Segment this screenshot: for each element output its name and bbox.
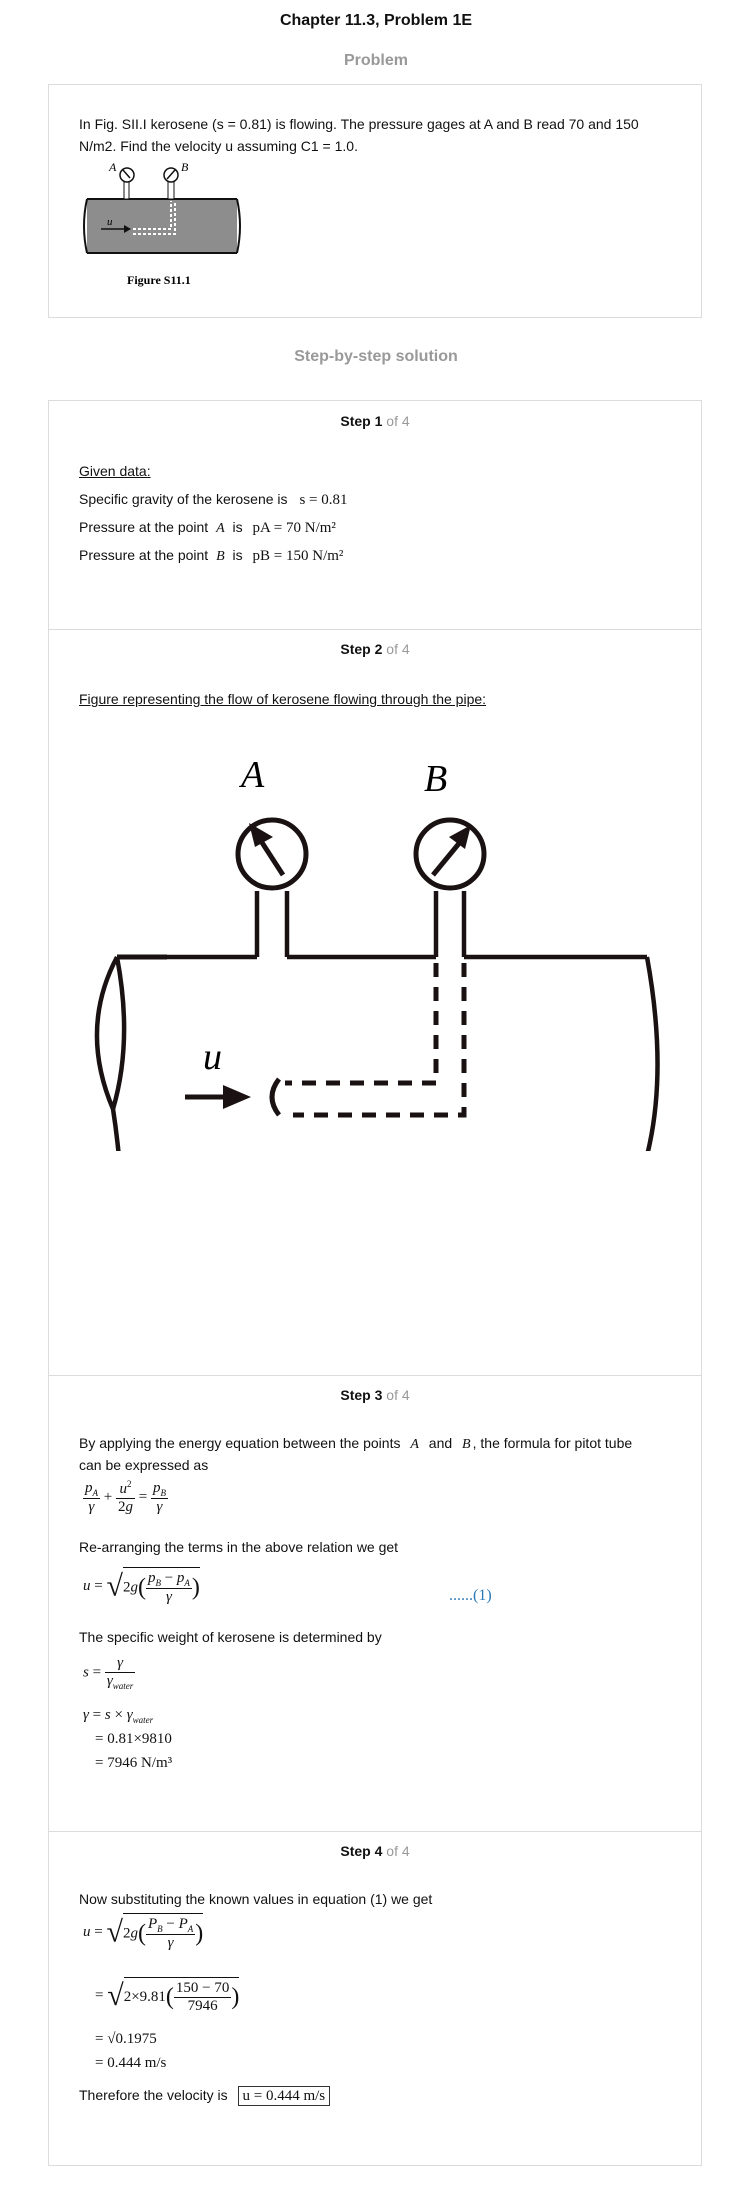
- problem-figure-label-u: u: [107, 216, 113, 228]
- solution-heading: Step-by-step solution: [294, 348, 458, 365]
- step-divider: [49, 1831, 701, 1832]
- step-divider: [49, 1375, 701, 1376]
- chapter-title: Chapter 11.3, Problem 1E: [279, 12, 473, 29]
- flow-arrow: [185, 1085, 251, 1109]
- diagram-label-b: B: [424, 758, 447, 800]
- therefore-text: Therefore the velocity is: [79, 2087, 228, 2103]
- step-3-heading: Step 3 of 4: [49, 1387, 701, 1403]
- problem-text: In Fig. SII.I kerosene (s = 0.81) is flo…: [79, 116, 639, 154]
- is-word: is: [232, 519, 243, 535]
- specific-weight-formula: γ = s × γwater: [83, 1707, 154, 1725]
- step-number: 3: [374, 1387, 383, 1403]
- step-number: 4: [374, 1843, 383, 1859]
- specific-gravity-formula: s = γ γwater: [83, 1655, 136, 1691]
- velocity-formula-symbolic: u = √2g(PB − PA γ): [83, 1913, 204, 1952]
- intro-text-a: By applying the energy equation between …: [79, 1435, 401, 1451]
- intro-text-b: , the formula for pitot tube: [472, 1435, 633, 1451]
- specific-gravity-value: s = 0.81: [299, 492, 348, 508]
- specific-weight-result: = 7946 N/m³: [95, 1755, 173, 1771]
- step-of-total: of 4: [386, 1843, 410, 1859]
- step-4-heading: Step 4 of 4: [49, 1843, 701, 1859]
- problem-figure-label-a: A: [108, 161, 117, 174]
- solution-card: Step 1 of 4 Given data: Specific gravity…: [48, 400, 702, 2166]
- energy-equation-intro: By applying the energy equation between …: [79, 1435, 632, 1453]
- problem-figure: A B u Figure S11.1: [83, 161, 241, 287]
- pressure-b-line: Pressure at the point B is pB = 150 N/m²: [79, 547, 343, 565]
- final-answer: u = 0.444 m/s: [237, 2086, 331, 2106]
- pressure-a-value: pA = 70 N/m²: [252, 520, 336, 536]
- step-word: Step: [340, 1387, 371, 1403]
- point-a: A: [410, 1437, 419, 1452]
- equation-reference: ......(1): [449, 1587, 492, 1604]
- problem-card: In Fig. SII.I kerosene (s = 0.81) is flo…: [48, 84, 702, 318]
- problem-heading: Problem: [343, 52, 408, 69]
- point-b: B: [216, 549, 225, 564]
- step-of-total: of 4: [386, 1387, 410, 1403]
- is-word: is: [232, 547, 243, 563]
- substitution-intro: Now substituting the known values in equ…: [79, 1891, 433, 1907]
- problem-figure-label-b: B: [181, 161, 189, 174]
- rearrange-text: Re-arranging the terms in the above rela…: [79, 1539, 399, 1555]
- gauge-b: [413, 817, 487, 891]
- specific-gravity-label: Specific gravity of the kerosene is: [79, 491, 288, 507]
- pipe-outline: [94, 891, 660, 1151]
- step-1-heading: Step 1 of 4: [49, 413, 701, 429]
- figure-description: Figure representing the flow of kerosene…: [79, 691, 487, 707]
- velocity-sqrt: = √0.1975: [95, 2031, 157, 2047]
- specific-weight-calc: = 0.81×9810: [95, 1731, 172, 1747]
- pressure-b-label: Pressure at the point: [79, 547, 209, 563]
- velocity-formula: u = √2g(pB − pA γ): [83, 1567, 200, 1606]
- given-data-label: Given data:: [79, 463, 151, 479]
- velocity-value: = 0.444 m/s: [95, 2055, 167, 2071]
- point-b: B: [462, 1437, 471, 1452]
- step-word: Step: [340, 1843, 371, 1859]
- answer-line: Therefore the velocity is u = 0.444 m/s: [79, 2086, 331, 2106]
- energy-equation: pA γ + u2 2g = pB γ: [83, 1479, 168, 1515]
- pipe-flow-diagram: A B u: [94, 754, 660, 1151]
- diagram-label-u: u: [203, 1036, 222, 1078]
- step-word: Step: [340, 413, 371, 429]
- specific-weight-text: The specific weight of kerosene is deter…: [79, 1629, 382, 1645]
- step-of-total: of 4: [386, 413, 410, 429]
- intro-text-c: can be expressed as: [79, 1457, 209, 1473]
- and-word: and: [428, 1435, 453, 1451]
- pressure-b-value: pB = 150 N/m²: [252, 548, 344, 564]
- pressure-a-label: Pressure at the point: [79, 519, 209, 535]
- velocity-formula-numeric: = √2×9.81(150 − 70 7946): [95, 1977, 240, 2014]
- step-2-heading: Step 2 of 4: [49, 641, 701, 657]
- step-number: 2: [374, 641, 383, 657]
- problem-figure-pipe: [83, 167, 241, 254]
- diagram-label-a: A: [238, 754, 265, 796]
- step-number: 1: [374, 413, 383, 429]
- point-a: A: [216, 521, 225, 536]
- gauge-a: [235, 817, 309, 891]
- figure-caption: Figure S11.1: [127, 273, 191, 287]
- step-of-total: of 4: [386, 641, 410, 657]
- step-divider: [49, 629, 701, 630]
- pitot-tube: [285, 963, 467, 1118]
- step-word: Step: [340, 641, 371, 657]
- pressure-a-line: Pressure at the point A is pA = 70 N/m²: [79, 519, 336, 537]
- specific-gravity-line: Specific gravity of the kerosene is s = …: [79, 491, 347, 509]
- pitot-tip: [269, 1077, 282, 1117]
